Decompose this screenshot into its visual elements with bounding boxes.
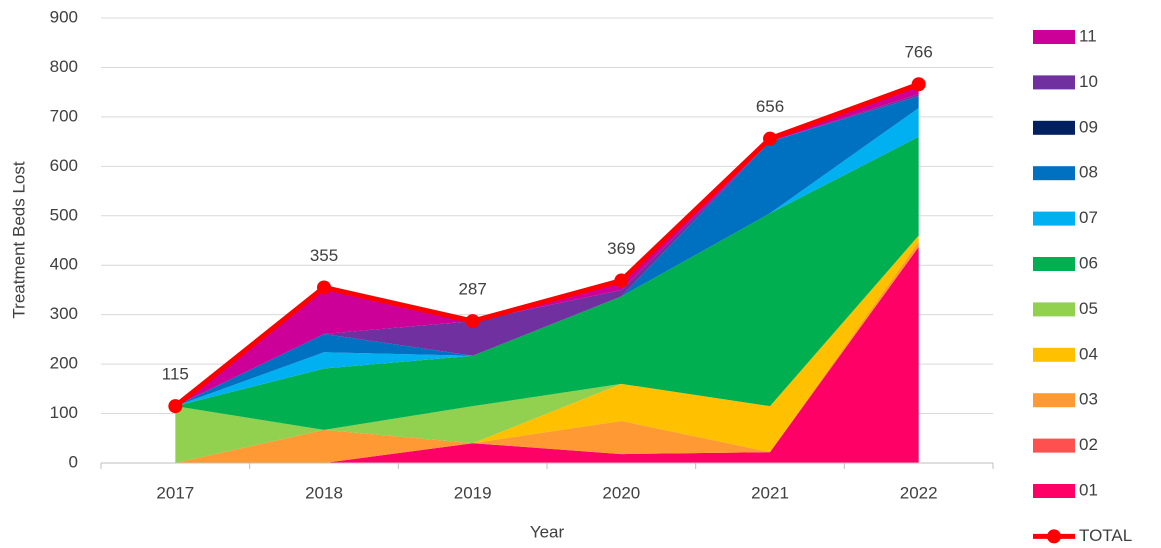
data-label: 656 [756,97,784,116]
legend-label: 09 [1079,117,1098,136]
x-tick-label: 2022 [900,483,938,502]
legend-swatch [1033,257,1075,271]
legend-swatch [1033,75,1075,90]
legend-label: 01 [1079,480,1098,499]
y-tick-label: 600 [50,156,78,175]
legend-label: 11 [1079,26,1097,45]
x-tick-label: 2018 [305,483,343,502]
y-tick-label: 0 [69,452,78,471]
total-marker [317,280,331,295]
y-tick-label: 200 [50,354,78,373]
area [175,96,919,407]
data-label: 355 [310,246,338,265]
y-tick-label: 300 [50,304,78,323]
legend-swatch [1033,166,1075,181]
legend-swatch [1033,120,1075,135]
y-axis-label: Treatment Beds Lost [9,161,28,318]
data-label: 766 [904,43,932,62]
legend-swatch [1047,529,1061,544]
legend-label: TOTAL [1079,526,1132,545]
total-marker [465,314,480,329]
legend-swatch [1033,302,1075,317]
x-tick-label: 2021 [751,483,789,502]
legend-swatch [1033,211,1075,226]
legend-label: 04 [1079,344,1098,363]
x-axis-label: Year [530,522,565,541]
legend-label: 05 [1079,299,1098,318]
area [175,246,919,463]
y-tick-label: 800 [50,57,78,76]
y-tick-label: 500 [50,205,78,224]
x-tick-label: 2020 [602,483,640,502]
total-marker [168,399,183,414]
legend-label: 08 [1079,163,1098,182]
data-label: 369 [607,239,635,258]
area [175,84,919,407]
y-tick-label: 900 [50,7,78,26]
data-label: 287 [458,280,486,299]
legend-label: 03 [1079,390,1098,409]
data-label: 115 [162,365,189,384]
legend-swatch [1033,30,1075,44]
legend-swatch [1033,484,1075,498]
total-marker [911,77,926,92]
legend-swatch [1033,393,1075,408]
y-tick-label: 400 [50,255,78,274]
total-marker [763,131,777,146]
legend-label: 10 [1079,72,1098,91]
legend-label: 02 [1079,435,1098,454]
legend-label: 07 [1079,208,1098,227]
total-line [173,81,920,409]
legend-swatch [1033,438,1075,453]
area [175,235,919,463]
total-marker [614,273,629,288]
x-tick-label: 2019 [454,483,492,502]
y-tick-label: 100 [50,403,78,422]
y-tick-label: 700 [50,106,78,125]
x-tick-label: 2017 [156,483,194,502]
legend-swatch [1033,347,1075,362]
area [175,136,919,430]
legend-label: 06 [1079,253,1098,272]
area [175,235,919,463]
